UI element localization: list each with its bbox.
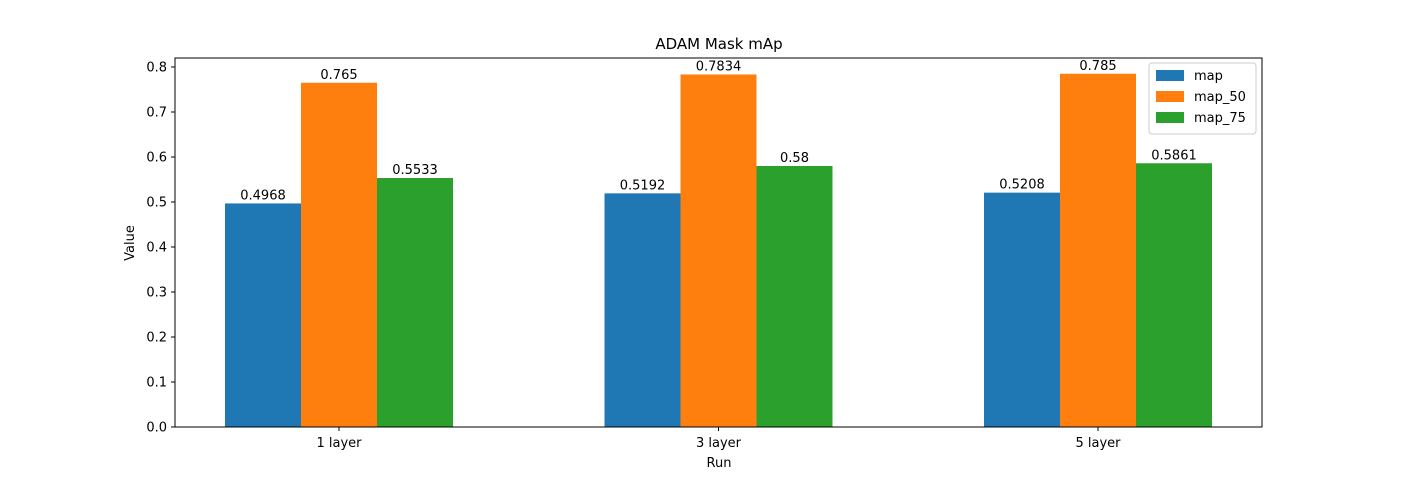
y-tick-label: 0.6 [146,151,167,166]
bar-map_50-3-layer [680,74,757,427]
data-label: 0.4968 [240,188,286,203]
bar-map-3-layer [604,193,681,427]
x-tick-label: 5 layer [1075,436,1121,451]
data-label: 0.5861 [1151,148,1197,163]
bar-map-5-layer [984,192,1060,427]
legend-swatch-map_75 [1156,112,1184,123]
y-tick-label: 0.1 [146,376,167,391]
bar-map-1-layer [225,203,301,427]
y-tick-label: 0.7 [146,106,167,121]
y-tick-label: 0.8 [146,61,167,76]
bar-map_75-1-layer [377,178,453,427]
legend: map map_50 map_75 [1148,62,1257,135]
legend-swatch-map_50 [1156,91,1184,102]
bar-map_50-1-layer [301,82,377,427]
data-label: 0.785 [1079,59,1116,74]
data-label: 0.5533 [392,163,438,178]
y-tick-label: 0.5 [146,196,167,211]
bar-map_75-5-layer [1136,163,1212,427]
x-tick-label: 3 layer [696,436,742,451]
y-tick-label: 0.3 [146,286,167,301]
y-axis-label: Value [123,225,138,261]
y-tick-label: 0.0 [146,421,167,436]
legend-label: map_75 [1194,111,1246,126]
x-tick-label: 1 layer [316,436,362,451]
data-label: 0.5208 [999,178,1045,193]
data-label: 0.58 [780,151,809,166]
x-axis-label: Run [707,456,732,471]
data-label: 0.765 [320,68,357,83]
y-tick-label: 0.4 [146,241,167,256]
bar-map_75-3-layer [756,166,833,427]
data-label: 0.5192 [620,178,666,193]
axes: 0.0 0.1 0.2 0.3 0.4 0.5 0.6 0.7 0.8 1 layer 3 laye… [146,57,1263,451]
bars-layer [225,73,1212,427]
chart-title: ADAM Mask mAp [655,35,782,53]
data-label: 0.7834 [696,59,742,74]
legend-label: map_50 [1194,90,1246,105]
bar-value-labels: 0.4968 0.5192 0.5208 0.765 0.7834 0.785 0.5533… [240,59,1197,204]
legend-swatch-map [1156,70,1184,81]
y-tick-label: 0.2 [146,331,167,346]
legend-label: map [1194,69,1223,84]
bar-map_50-5-layer [1060,73,1136,427]
